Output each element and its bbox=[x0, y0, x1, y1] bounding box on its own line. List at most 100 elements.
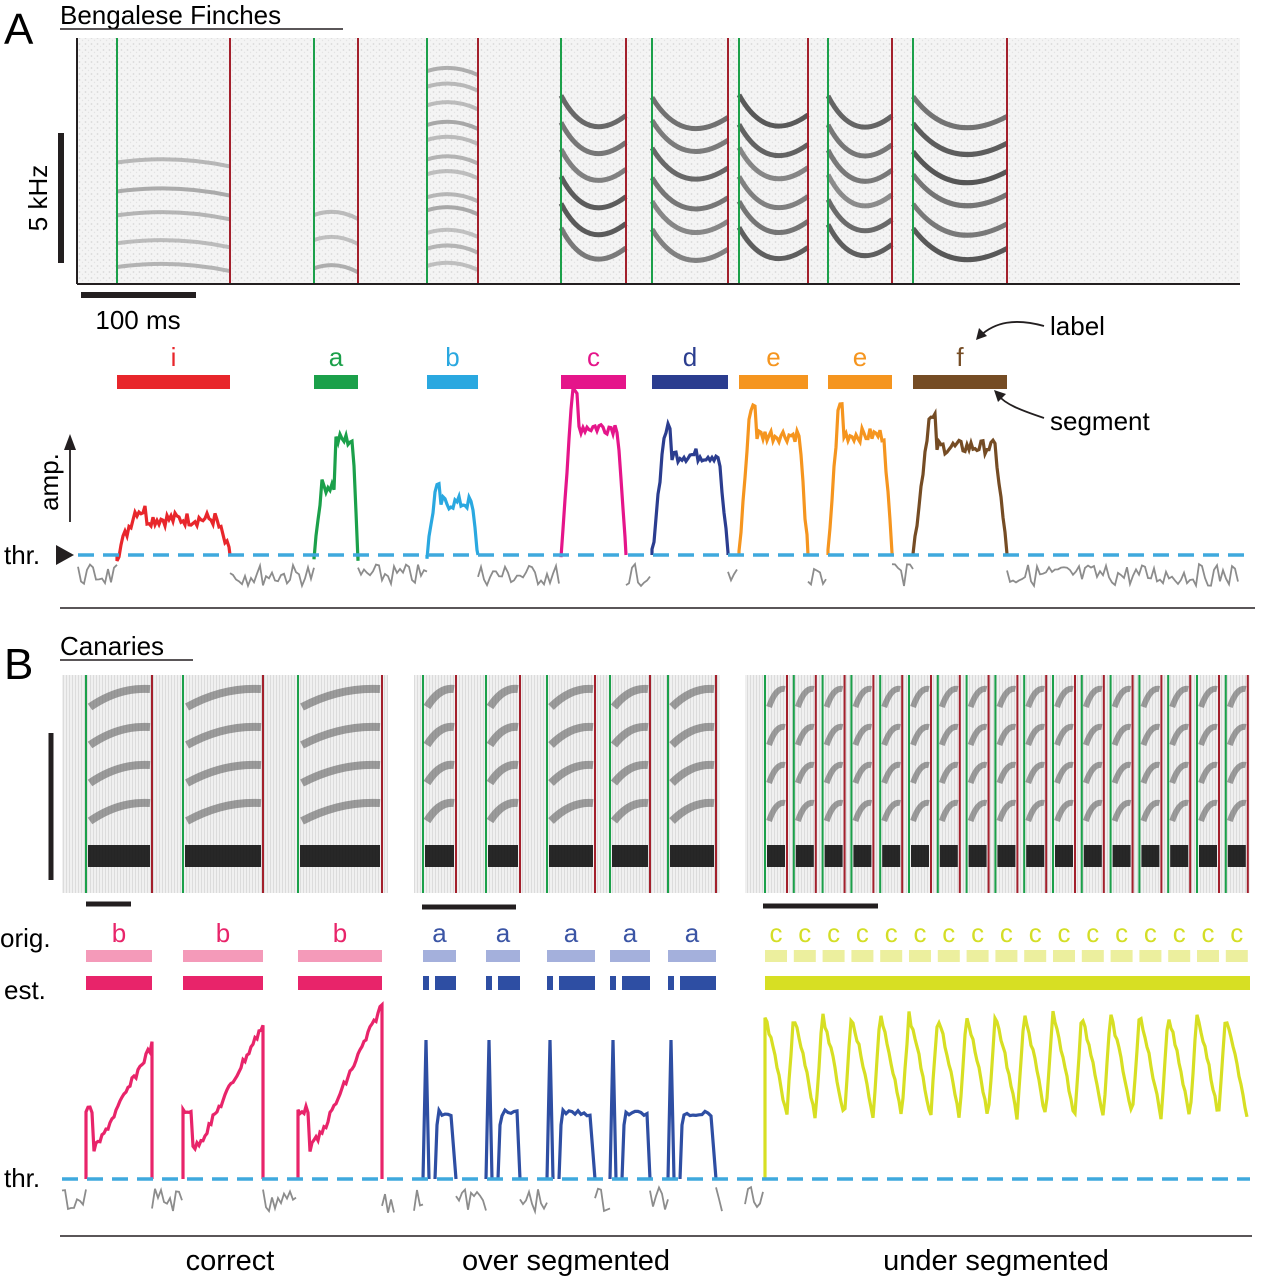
harmonic-band bbox=[881, 761, 901, 785]
panel-b-title: Canaries bbox=[60, 631, 164, 661]
time-scale-label: 100 ms bbox=[95, 305, 180, 335]
harmonic-band bbox=[910, 723, 930, 747]
freq-scale-label: 5 kHz bbox=[23, 165, 53, 231]
harmonic-band bbox=[610, 798, 649, 824]
orig-segment-bar bbox=[423, 950, 456, 962]
amplitude-noise bbox=[77, 563, 118, 586]
harmonic-band bbox=[426, 81, 479, 93]
harmonic-band bbox=[794, 799, 815, 823]
harmonic-band bbox=[911, 202, 1009, 238]
fundamental-band bbox=[612, 845, 648, 867]
annotation-segment-arrowhead bbox=[994, 390, 1006, 402]
harmonic-band bbox=[300, 684, 381, 711]
harmonic-band bbox=[313, 234, 359, 246]
amplitude-syllable bbox=[421, 1039, 431, 1180]
harmonic-band bbox=[548, 760, 594, 786]
harmonic-band bbox=[116, 210, 231, 222]
harmonic-band bbox=[300, 798, 381, 825]
harmonic-band bbox=[1054, 761, 1074, 785]
est-segment-bar bbox=[486, 976, 492, 990]
segment-label: a bbox=[685, 918, 700, 948]
harmonic-band bbox=[649, 146, 730, 182]
syllable-label: e bbox=[853, 342, 867, 372]
amplitude-syllable bbox=[650, 418, 730, 555]
syllable-segment-bar bbox=[117, 375, 230, 389]
amplitude-syllable bbox=[620, 1109, 652, 1180]
panel-b-letter: B bbox=[4, 640, 33, 689]
orig-segment-bar bbox=[1110, 950, 1133, 962]
harmonic-band bbox=[426, 169, 479, 181]
segment-label: c bbox=[1230, 918, 1243, 948]
segment-label: c bbox=[885, 918, 898, 948]
amplitude-noise bbox=[744, 1185, 764, 1209]
est-segment-bar bbox=[183, 976, 263, 990]
fundamental-band bbox=[300, 845, 380, 867]
orig-segment-bar bbox=[547, 950, 595, 962]
amplitude-noise bbox=[891, 563, 914, 587]
est-segment-bar bbox=[559, 976, 595, 990]
harmonic-band bbox=[825, 123, 894, 159]
syllable-label: d bbox=[683, 342, 697, 372]
harmonic-band bbox=[852, 723, 873, 747]
syllable-label: a bbox=[329, 342, 344, 372]
harmonic-band bbox=[823, 685, 844, 709]
harmonic-band bbox=[1111, 799, 1132, 823]
harmonic-band bbox=[423, 684, 455, 710]
harmonic-band bbox=[766, 761, 786, 785]
orig-segment-bar bbox=[966, 950, 989, 962]
harmonic-band bbox=[300, 722, 381, 749]
harmonic-band bbox=[996, 761, 1017, 785]
fundamental-band bbox=[1141, 845, 1160, 867]
harmonic-band bbox=[558, 121, 628, 157]
spectrogram-b-boundaries bbox=[85, 675, 1249, 893]
amplitude-noise bbox=[807, 567, 827, 587]
caption-under-segmented: under segmented bbox=[883, 1245, 1109, 1277]
amplitude-syllable bbox=[296, 1001, 384, 1179]
harmonic-band bbox=[1054, 685, 1074, 709]
orig-segment-bar bbox=[822, 950, 845, 962]
harmonic-band bbox=[1226, 761, 1247, 785]
harmonic-band bbox=[1054, 723, 1074, 747]
harmonic-band bbox=[967, 799, 988, 823]
caption-correct: correct bbox=[186, 1245, 275, 1277]
harmonic-band bbox=[1198, 799, 1218, 823]
harmonic-band bbox=[116, 157, 231, 169]
harmonic-band bbox=[1082, 799, 1103, 823]
panel-a-letter: A bbox=[4, 5, 34, 54]
harmonic-band bbox=[423, 722, 455, 748]
fundamental-band bbox=[1199, 845, 1217, 867]
amplitude-syllable bbox=[84, 1041, 154, 1179]
harmonic-band bbox=[1198, 761, 1218, 785]
fundamental-band bbox=[1055, 845, 1073, 867]
harmonic-band bbox=[736, 200, 810, 235]
amplitude-trace-a bbox=[77, 384, 1239, 589]
harmonic-band bbox=[313, 209, 359, 221]
syllable-segment-bar bbox=[652, 375, 728, 389]
harmonic-band bbox=[649, 118, 730, 155]
harmonic-band bbox=[766, 723, 786, 747]
fundamental-band bbox=[1026, 845, 1045, 867]
amplitude-syllable bbox=[496, 1107, 522, 1180]
orig-segment-bar bbox=[1053, 950, 1075, 962]
harmonic-band bbox=[426, 154, 479, 166]
segment-label: c bbox=[856, 918, 869, 948]
amplitude-noise bbox=[413, 1189, 424, 1211]
harmonic-band bbox=[669, 722, 715, 748]
harmonic-band bbox=[911, 172, 1009, 209]
orig-segment-bar bbox=[1024, 950, 1047, 962]
harmonic-band bbox=[558, 148, 628, 183]
harmonic-band bbox=[610, 722, 649, 748]
harmonic-band bbox=[1054, 799, 1074, 823]
est-segment-bar bbox=[86, 976, 152, 990]
amplitude-syllable bbox=[678, 1109, 718, 1180]
harmonic-band bbox=[185, 722, 262, 749]
segment-label: c bbox=[1144, 918, 1157, 948]
amplitude-noise bbox=[61, 1189, 87, 1211]
harmonic-band bbox=[766, 685, 786, 709]
harmonic-band bbox=[794, 723, 815, 747]
harmonic-band bbox=[996, 723, 1017, 747]
amplitude-noise bbox=[519, 1188, 548, 1215]
harmonic-band bbox=[1226, 723, 1247, 747]
amplitude-syllable bbox=[557, 1106, 597, 1180]
